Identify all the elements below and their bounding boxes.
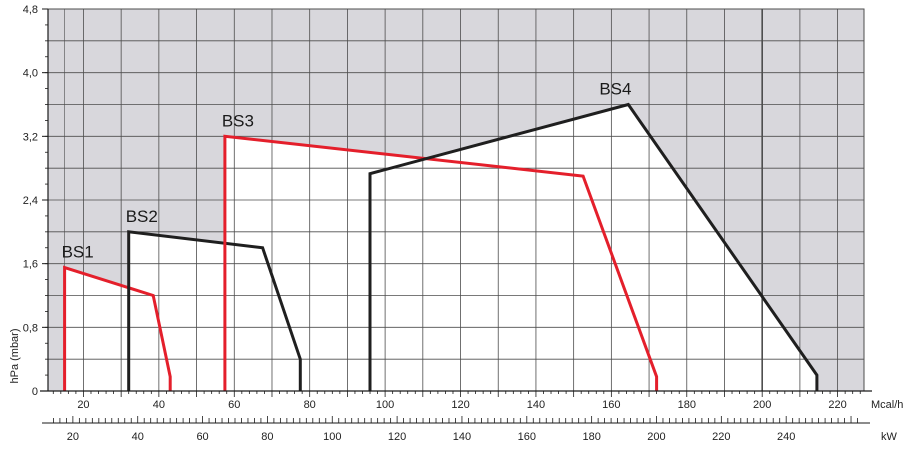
y-axis-title: hPa (mbar) bbox=[9, 328, 21, 383]
kw-tick-label: 100 bbox=[323, 431, 341, 443]
kw-tick-label: 140 bbox=[453, 431, 471, 443]
x-tick-label: 120 bbox=[451, 399, 469, 411]
kw-tick-label: 220 bbox=[712, 431, 730, 443]
x-tick-label: 140 bbox=[527, 399, 545, 411]
kw-tick-label: 120 bbox=[388, 431, 406, 443]
y-tick-label: 0 bbox=[32, 386, 38, 398]
kw-tick-label: 40 bbox=[132, 431, 144, 443]
kw-tick-label: 80 bbox=[261, 431, 273, 443]
series-line-bs3 bbox=[223, 134, 659, 391]
x-axis-unit-secondary: kW bbox=[881, 431, 898, 443]
kw-tick-label: 20 bbox=[67, 431, 79, 443]
series-line-bs2 bbox=[127, 230, 302, 391]
x-tick-label: 200 bbox=[753, 399, 771, 411]
x-tick-label: 40 bbox=[153, 399, 165, 411]
series-line-bs1 bbox=[63, 265, 172, 391]
x-axis-unit-primary: Mcal/h bbox=[871, 399, 903, 411]
x-tick-label: 180 bbox=[678, 399, 696, 411]
y-tick-label: 4,0 bbox=[23, 68, 38, 80]
series-label-bs4: BS4 bbox=[599, 80, 631, 99]
kw-tick-label: 200 bbox=[647, 431, 665, 443]
x-tick-label: 80 bbox=[304, 399, 316, 411]
y-tick-label: 0,8 bbox=[23, 322, 38, 334]
series-label-bs2: BS2 bbox=[126, 207, 158, 226]
y-tick-label: 1,6 bbox=[23, 259, 38, 271]
series-label-bs1: BS1 bbox=[62, 243, 94, 262]
series-label-bs3: BS3 bbox=[222, 111, 254, 130]
x-tick-label: 100 bbox=[376, 399, 394, 411]
x-tick-label: 20 bbox=[77, 399, 89, 411]
kw-tick-label: 160 bbox=[518, 431, 536, 443]
y-tick-label: 2,4 bbox=[23, 195, 38, 207]
y-tick-label: 4,8 bbox=[23, 4, 38, 16]
series-fill-bs4 bbox=[370, 104, 817, 391]
y-tick-label: 3,2 bbox=[23, 131, 38, 143]
x-tick-label: 60 bbox=[228, 399, 240, 411]
kw-tick-label: 240 bbox=[777, 431, 795, 443]
kw-tick-label: 60 bbox=[196, 431, 208, 443]
series-line-bs4 bbox=[368, 102, 819, 391]
kw-tick-label: 180 bbox=[582, 431, 600, 443]
x-tick-label: 160 bbox=[602, 399, 620, 411]
x-tick-label: 220 bbox=[828, 399, 846, 411]
